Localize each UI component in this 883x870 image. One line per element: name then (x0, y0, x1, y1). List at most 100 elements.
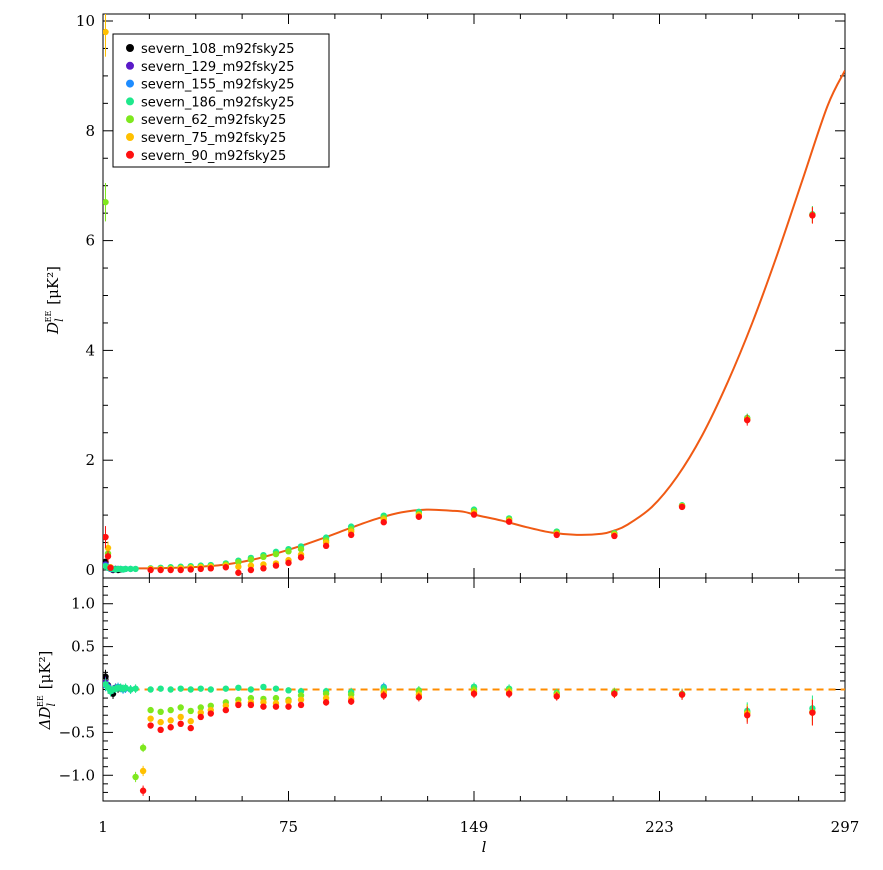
y-axis-label-sub: l (53, 318, 66, 322)
x-tick-label: 223 (645, 818, 674, 836)
data-point (347, 531, 355, 539)
data-point (297, 545, 305, 553)
data-point (415, 513, 423, 520)
data-point (122, 684, 129, 691)
data-point (222, 564, 230, 571)
data-point (272, 550, 280, 558)
data-point (177, 720, 184, 728)
data-point (103, 198, 109, 206)
legend-entry: severn_75_m92fsky25 (141, 131, 286, 146)
legend-marker (126, 115, 134, 124)
y-tick-label: 0 (85, 561, 95, 579)
x-axis-label: l (482, 838, 487, 856)
data-point (222, 685, 230, 692)
data-point (104, 544, 112, 552)
data-point (235, 684, 242, 691)
data-point (187, 718, 194, 725)
legend: severn_108_m92fsky25 severn_129_m92fsky25… (112, 33, 330, 168)
data-point (177, 566, 184, 574)
data-point (553, 693, 560, 700)
data-point (285, 703, 292, 710)
top-panel: 0 2 4 6 8 10 DlEE [μK²] (44, 12, 846, 579)
data-point (260, 553, 267, 561)
y-tick-label: −1.0 (59, 766, 95, 784)
y-axis-label-main: D (44, 322, 62, 335)
legend-entry: severn_90_m92fsky25 (141, 149, 286, 164)
y-tick-label: 1.0 (71, 595, 95, 613)
y-tick-label: 4 (85, 341, 95, 359)
x-tick-label: 297 (831, 818, 860, 836)
data-point (147, 722, 154, 729)
y-tick-label: 10 (76, 12, 95, 30)
data-point (177, 685, 184, 692)
legend-marker (126, 133, 134, 141)
legend-marker (126, 97, 134, 106)
data-point (322, 699, 330, 706)
data-point (235, 701, 242, 709)
x-tick-label: 1 (98, 818, 108, 836)
data-point (167, 566, 174, 574)
data-point (207, 686, 214, 693)
y-tick-label: 0.5 (71, 638, 95, 656)
legend-box (112, 33, 330, 168)
data-point (147, 686, 154, 693)
data-point (415, 694, 423, 701)
data-point (272, 685, 280, 692)
data-point (147, 715, 154, 722)
y-axis-label-sup: EE (44, 311, 53, 323)
legend-entry: severn_155_m92fsky25 (141, 78, 295, 93)
data-point (260, 683, 267, 691)
y-axis-label-main: ΔD (36, 707, 54, 731)
data-point (470, 690, 478, 697)
data-point (157, 708, 164, 715)
data-point (247, 556, 255, 563)
data-point (611, 532, 618, 540)
series-severn_90_m92fsky25 (103, 207, 816, 576)
data-point (132, 685, 139, 692)
data-point (207, 565, 214, 572)
data-point (157, 718, 164, 726)
data-point (157, 685, 164, 692)
data-point (132, 773, 139, 781)
data-point (157, 726, 164, 734)
series-layer (103, 14, 816, 576)
y-tick-label: −0.5 (59, 723, 95, 741)
data-point (809, 212, 816, 219)
y-tick-label: 0.0 (71, 681, 95, 699)
data-point (505, 690, 513, 697)
data-point (197, 685, 204, 692)
legend-marker (126, 44, 134, 52)
data-point (247, 562, 255, 569)
data-point (167, 686, 174, 693)
y-axis-label: DlEE [μK²] (44, 266, 66, 335)
data-point (285, 698, 292, 705)
data-point (380, 519, 387, 526)
legend-entry: severn_186_m92fsky25 (141, 95, 295, 110)
data-point (104, 553, 112, 560)
legend-entry: severn_62_m92fsky25 (141, 113, 286, 128)
y-axis-label-sub: l (45, 703, 58, 707)
data-point (347, 698, 355, 705)
data-point (260, 565, 267, 572)
legend-entry: severn_108_m92fsky25 (141, 42, 295, 57)
data-point (127, 565, 134, 573)
data-point (147, 706, 154, 714)
data-point (380, 692, 387, 699)
data-point (553, 531, 560, 539)
data-point (247, 686, 255, 693)
data-point (167, 717, 174, 724)
data-point (470, 511, 478, 518)
data-point (132, 565, 139, 573)
data-point (139, 787, 147, 794)
data-point (247, 566, 255, 574)
data-point (272, 562, 280, 569)
data-point (678, 503, 686, 511)
data-point (611, 690, 618, 697)
y-tick-label: 8 (85, 122, 95, 140)
data-point (139, 744, 147, 752)
y-tick-label: 6 (85, 232, 95, 250)
legend-marker (126, 150, 134, 159)
data-point (207, 710, 214, 717)
data-point (744, 712, 751, 719)
